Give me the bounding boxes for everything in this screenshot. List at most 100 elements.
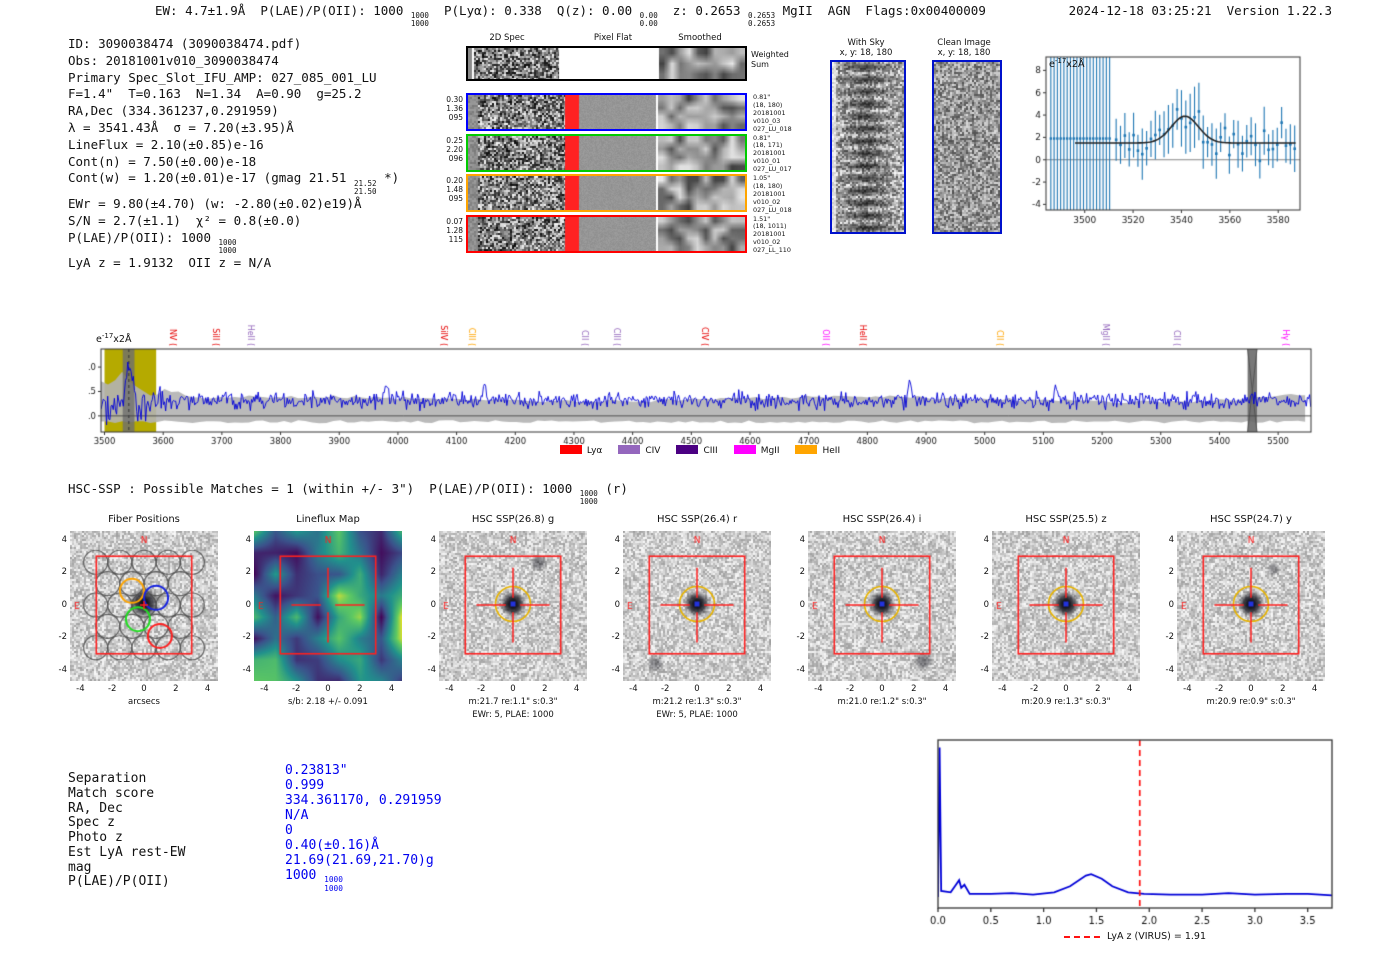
cutout-caption: m:20.9 re:0.9" s:0.3" — [1206, 697, 1296, 707]
spectrum-legend: Lyα CIV CIII MgII HeII — [0, 445, 1400, 456]
legend-swatch — [676, 445, 699, 454]
clean-image — [932, 60, 1002, 234]
spec2d-row-right-labels: 1.05" (18, 180) 20181001 v010_02 027_LU_018 — [753, 174, 792, 214]
axis-tick-label: 0 — [325, 684, 331, 694]
info-line: RA,Dec (334.361237,0.291959) — [68, 103, 279, 119]
axis-tick-label: 2 — [542, 684, 548, 694]
match-field-label: Separation — [68, 771, 147, 786]
axis-tick-label: 2 — [799, 567, 805, 577]
info-line: F=1.4" T=0.163 N=1.34 A=0.90 g=25.2 — [68, 86, 362, 102]
cutout-caption: m:21.0 re:1.2" s:0.3" — [837, 697, 927, 707]
cutout-panel-hsc: HSC SSP(24.7) y 4 2 0 -2 -4 -4 -2 0 2 4 m:20.9 re:0… — [1166, 514, 1325, 707]
cutout-panel-hsc: HSC SSP(25.5) z 4 2 0 -2 -4 -4 -2 0 2 4 m:20.9 re:1… — [981, 514, 1140, 707]
with-sky-image — [830, 60, 906, 234]
cutout-title: HSC SSP(26.4) i — [842, 514, 922, 525]
match-field-label: mag — [68, 859, 92, 875]
spec2d-fiber-row — [466, 214, 747, 253]
axis-tick-label: -4 — [998, 684, 1007, 694]
axis-tick-label: 0 — [799, 599, 805, 610]
cutout-image — [808, 531, 956, 681]
line-fit-chart — [1020, 42, 1340, 242]
cutout-image — [992, 531, 1140, 681]
match-field-value: N/A — [285, 808, 309, 823]
axis-tick-label: -2 — [845, 684, 855, 694]
stacked-fraction: 1000 1000 — [218, 237, 237, 255]
clean-image-title: Clean Image — [937, 38, 991, 48]
cutout-panel-hsc: HSC SSP(26.4) r 4 2 0 -2 -4 -4 -2 0 2 4 m:21.2 re:1… — [612, 514, 771, 720]
axis-tick-label: -2 — [1165, 632, 1174, 642]
legend-item: HeII — [795, 445, 840, 456]
dashed-line-icon — [1063, 935, 1100, 938]
spec2d-col-title: Smoothed — [678, 33, 722, 43]
legend-label: MgII — [760, 446, 780, 456]
info-line: Cont(n) = 7.50(±0.00)e-18 — [68, 153, 257, 169]
axis-tick-label: 0 — [141, 684, 147, 694]
match-field-label: P(LAE)/P(OII) — [68, 874, 170, 890]
axis-tick-label: 0 — [983, 599, 989, 610]
axis-tick-label: 2 — [983, 567, 989, 577]
hsc-match-line: HSC-SSP : Possible Matches = 1 (within +… — [68, 481, 628, 507]
cutout-image — [1177, 531, 1325, 681]
axis-tick-label: 2 — [430, 567, 436, 577]
legend-swatch — [733, 445, 756, 454]
axis-tick-label: 4 — [799, 534, 805, 545]
axis-tick-label: 0 — [61, 599, 67, 610]
stacked-fraction: 1000 1000 — [579, 489, 598, 507]
spec2d-row-left-labels: 0.25 2.20 096 — [446, 135, 463, 163]
axis-tick-label: -2 — [1214, 684, 1224, 694]
legend-label: CIV — [645, 446, 661, 456]
axis-tick-label: 0 — [1248, 684, 1254, 694]
axis-tick-label: 0 — [694, 684, 700, 694]
info-line: LyA z = 1.9132 OII z = N/A — [68, 255, 272, 271]
axis-tick-label: 0 — [510, 684, 516, 694]
legend-swatch — [559, 445, 582, 454]
axis-tick-label: 4 — [573, 684, 580, 694]
axis-tick-label: 4 — [1311, 684, 1318, 694]
match-field-label: Photo z — [68, 830, 123, 845]
info-line: Cont(w) = 1.20(±0.01)e-17 (gmag 21.51 21… — [68, 170, 400, 196]
stacked-fraction: 1000 1000 — [324, 875, 343, 893]
cutout-panel-hsc: HSC SSP(26.8) g 4 2 0 -2 -4 -4 -2 0 2 4 m:21.7 re:1… — [428, 514, 587, 720]
axis-tick-label: 2 — [357, 684, 363, 694]
spec2d-fiber-row — [466, 133, 747, 172]
axis-tick-label: 4 — [757, 684, 764, 694]
info-line: Primary Spec_Slot_IFU_AMP: 027_085_001_L… — [68, 69, 377, 85]
spec2d-weighted-row — [466, 46, 747, 81]
legend-label: Lyα — [586, 446, 603, 456]
axis-tick-label: -2 — [1029, 684, 1039, 694]
axis-tick-label: 0 — [245, 599, 251, 610]
cutout-caption: m:20.9 re:1.3" s:0.3" — [1021, 697, 1111, 707]
cutout-image — [439, 531, 587, 681]
axis-tick-label: 0 — [1063, 684, 1069, 694]
header-summary: EW: 4.7±1.9Å P(LAE)/P(OII): 1000 1000 100… — [155, 3, 986, 29]
spec2d-row-left-labels: 0.07 1.28 115 — [446, 216, 463, 244]
match-field-value: 1000 1000 1000 — [285, 868, 343, 893]
spec2d-row-left-labels: 0.20 1.48 095 — [446, 176, 463, 203]
photz-chart — [920, 722, 1345, 934]
with-sky-subtitle: x, y: 18, 180 — [839, 48, 893, 58]
axis-tick-label: 2 — [1280, 684, 1286, 694]
flux-units-label: e-17x2Å — [1049, 57, 1085, 71]
match-table-values: 0.23813" 0.999 334.361170, 0.291959 N/A 0 0.4… — [285, 763, 442, 893]
photz-legend: LyA z (VIRUS) = 1.91 — [1063, 931, 1206, 942]
axis-tick-label: -4 — [260, 684, 269, 694]
info-line: P(LAE)/P(OII): 1000 1000 1000 — [68, 229, 237, 255]
legend-item: CIII — [676, 445, 718, 456]
stacked-fraction: 0.2653 0.2653 — [748, 11, 776, 29]
legend-swatch — [795, 445, 818, 454]
cutout-caption: EWr: 5, PLAE: 1000 — [472, 710, 554, 720]
legend-label: CIII — [703, 446, 718, 456]
legend-item: MgII — [733, 445, 780, 456]
axis-tick-label: -2 — [427, 632, 436, 642]
with-sky-title: With Sky — [847, 38, 885, 48]
axis-tick-label: -2 — [660, 684, 670, 694]
info-line: λ = 3541.43Å σ = 7.20(±3.95)Å — [68, 119, 294, 135]
spec2d-row-left-labels: 0.30 1.36 095 — [446, 95, 463, 122]
info-line: ID: 3090038474 (3090038474.pdf) — [68, 36, 302, 51]
match-field-label: Spec z — [68, 815, 115, 831]
axis-tick-label: -2 — [107, 684, 117, 694]
weighted-sum-label: Weighted Sum — [751, 50, 789, 69]
legend-item: CIV — [618, 445, 660, 456]
axis-tick-label: 4 — [1168, 534, 1174, 545]
